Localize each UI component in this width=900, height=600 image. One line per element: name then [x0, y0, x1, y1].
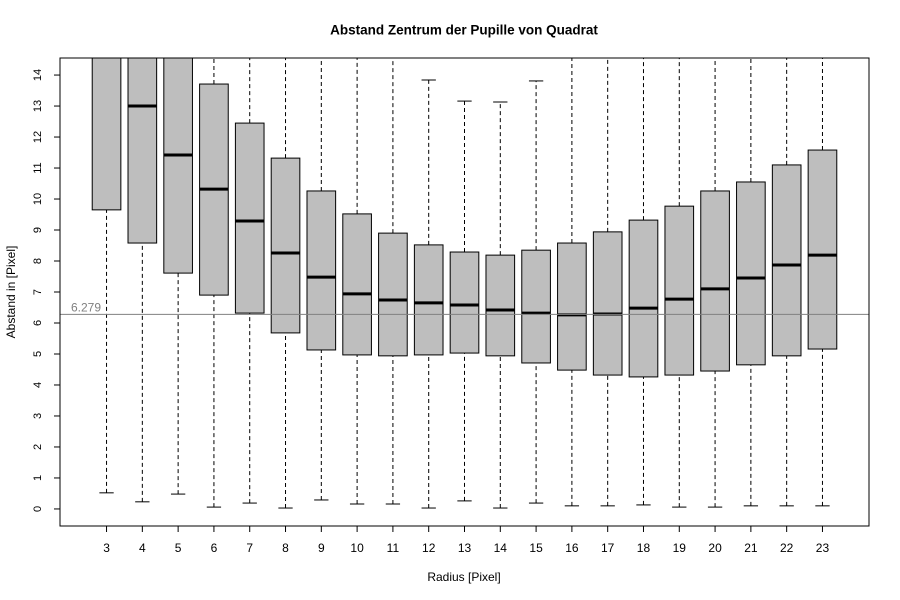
y-tick-label: 8	[32, 258, 44, 264]
x-tick-label: 20	[708, 541, 722, 555]
y-tick-label: 3	[32, 413, 44, 419]
y-tick-label: 9	[32, 227, 44, 233]
box	[485, 254, 516, 357]
x-tick-label: 16	[565, 541, 579, 555]
x-tick-label: 19	[673, 541, 687, 555]
x-tick-label: 10	[350, 541, 364, 555]
box	[736, 181, 766, 366]
x-tick-label: 13	[458, 541, 472, 555]
y-tick-label: 11	[32, 162, 44, 173]
box	[807, 149, 838, 350]
chart-title: Abstand Zentrum der Pupille von Quadrat	[330, 23, 598, 38]
x-tick-label: 6	[211, 541, 218, 555]
box	[234, 122, 265, 314]
y-axis-label: Abstand in [Pixel]	[4, 246, 18, 339]
x-tick-label: 14	[494, 541, 508, 555]
box	[521, 249, 551, 364]
y-tick-label: 14	[32, 69, 44, 81]
box	[378, 232, 408, 357]
x-tick-label: 4	[139, 541, 146, 555]
x-tick-label: 23	[816, 541, 830, 555]
x-tick-label: 3	[103, 541, 110, 555]
x-tick-label: 11	[387, 541, 400, 555]
y-tick-label: 2	[32, 444, 44, 450]
box	[91, 58, 122, 211]
x-tick-label: 5	[175, 541, 182, 555]
y-tick-label: 1	[32, 475, 44, 481]
y-tick-label: 6	[32, 320, 44, 326]
box	[592, 231, 623, 376]
box	[127, 58, 158, 244]
reference-label: 6.279	[71, 301, 101, 315]
x-tick-label: 17	[601, 541, 615, 555]
y-tick-label: 4	[32, 382, 44, 388]
x-tick-label: 22	[780, 541, 794, 555]
x-axis-label: Radius [Pixel]	[427, 570, 500, 584]
x-tick-label: 21	[744, 541, 758, 555]
x-tick-label: 15	[529, 541, 543, 555]
box	[771, 164, 802, 357]
y-tick-label: 13	[32, 100, 44, 112]
x-tick-label: 7	[246, 541, 253, 555]
y-tick-label: 12	[32, 131, 44, 143]
box	[270, 157, 301, 334]
box	[557, 242, 587, 371]
y-tick-label: 0	[32, 506, 44, 512]
plot-area	[60, 58, 869, 509]
x-tick-label: 8	[282, 541, 289, 555]
box	[413, 244, 444, 356]
box	[449, 251, 480, 354]
y-tick-label: 5	[32, 351, 44, 357]
x-tick-label: 18	[637, 541, 651, 555]
x-tick-label: 12	[422, 541, 436, 555]
box	[700, 190, 730, 372]
box	[342, 213, 372, 356]
box	[306, 190, 337, 351]
box	[628, 219, 659, 378]
y-tick-label: 7	[32, 289, 44, 295]
y-tick-label: 10	[32, 193, 44, 205]
x-tick-label: 9	[318, 541, 325, 555]
box	[664, 205, 695, 376]
box	[163, 58, 193, 274]
